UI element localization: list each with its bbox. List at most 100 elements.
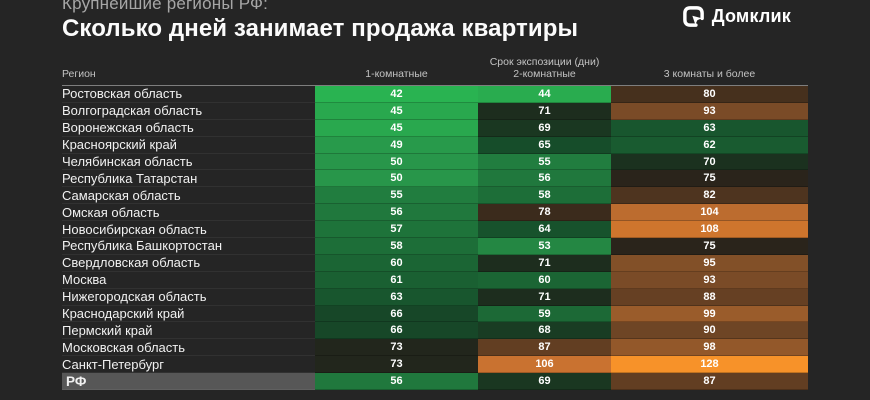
- cell-2room: 44: [478, 86, 611, 103]
- region-label: Красноярский край: [62, 137, 315, 154]
- col-3room-label: 3 комнаты и более: [663, 68, 756, 80]
- table-row: Республика Татарстан 50 56 75: [62, 170, 808, 188]
- table-row: Нижегородская область 63 71 88: [62, 288, 808, 306]
- cell-3room: 99: [611, 305, 808, 323]
- cell-3room: 63: [611, 119, 808, 137]
- region-label: Ростовская область: [62, 86, 315, 103]
- domclick-logo-text: Домклик: [711, 6, 791, 26]
- cell-1room: 42: [315, 86, 478, 103]
- cell-3room: 90: [611, 322, 808, 340]
- column-header-region: Регион: [62, 68, 315, 85]
- cell-2room: 69: [478, 119, 611, 137]
- region-label: Нижегородская область: [62, 289, 315, 306]
- cell-2room: 71: [478, 254, 611, 272]
- region-label: Москва: [62, 272, 315, 289]
- region-label: Пермский край: [62, 322, 315, 340]
- cell-3room: 75: [611, 238, 808, 255]
- cell-2room: 56: [478, 170, 611, 188]
- cell-1room: 61: [315, 271, 478, 289]
- table-row: Волгоградская область 45 71 93: [62, 102, 808, 120]
- cell-2room: 53: [478, 238, 611, 255]
- cell-2room: 68: [478, 322, 611, 340]
- cell-3room: 88: [611, 288, 808, 306]
- region-label: Республика Башкортостан: [62, 238, 315, 255]
- cell-1room: 57: [315, 221, 478, 239]
- region-label: Новосибирская область: [62, 221, 315, 239]
- cell-2room: 69: [478, 373, 611, 391]
- column-header-2room: Срок экспозиции (дни) 2-комнатные: [478, 56, 611, 85]
- col-2room-label: 2-комнатные: [513, 68, 576, 80]
- region-label: Московская область: [62, 339, 315, 357]
- cell-3room: 95: [611, 254, 808, 272]
- cell-1room: 45: [315, 102, 478, 120]
- cell-1room: 56: [315, 373, 478, 391]
- table-row: Санкт-Петербург 73 106 128: [62, 356, 808, 374]
- table-row: Ростовская область 42 44 80: [62, 86, 808, 103]
- cell-1room: 73: [315, 339, 478, 357]
- domclick-house-icon: [682, 5, 705, 28]
- cell-1room: 55: [315, 187, 478, 205]
- table-row: Новосибирская область 57 64 108: [62, 221, 808, 239]
- table-row: Свердловская область 60 71 95: [62, 254, 808, 272]
- cell-3room: 104: [611, 204, 808, 222]
- table-row: Челябинская область 50 55 70: [62, 153, 808, 171]
- cell-3room: 108: [611, 221, 808, 239]
- table-row: Пермский край 66 68 90: [62, 322, 808, 340]
- cell-2room: 87: [478, 339, 611, 357]
- table-row: Москва 61 60 93: [62, 271, 808, 289]
- cell-1room: 66: [315, 305, 478, 323]
- suptitle: Крупнейшие регионы РФ:: [62, 0, 269, 13]
- cell-2room: 55: [478, 153, 611, 171]
- cell-2room: 65: [478, 136, 611, 154]
- cell-3room: 75: [611, 170, 808, 188]
- cell-1room: 56: [315, 204, 478, 222]
- table-row: Омская область 56 78 104: [62, 204, 808, 222]
- cell-2room: 78: [478, 204, 611, 222]
- cell-3room: 128: [611, 356, 808, 374]
- cell-1room: 60: [315, 254, 478, 272]
- col-1room-label: 1-комнатные: [365, 68, 428, 80]
- table-row: Краснодарский край 66 59 99: [62, 305, 808, 323]
- region-label: Санкт-Петербург: [62, 356, 315, 374]
- table-row: Московская область 73 87 98: [62, 339, 808, 357]
- cell-1room: 63: [315, 288, 478, 306]
- cell-1room: 45: [315, 119, 478, 137]
- region-label: Воронежская область: [62, 120, 315, 137]
- domclick-logo: Домклик: [682, 5, 791, 28]
- exposure-units-label: Срок экспозиции (дни): [489, 56, 600, 68]
- cell-2room: 58: [478, 187, 611, 205]
- table-header: Регион 1-комнатные Срок экспозиции (дни)…: [62, 55, 808, 86]
- cell-2room: 64: [478, 221, 611, 239]
- cell-3room: 93: [611, 102, 808, 120]
- table-body: Ростовская область 42 44 80 Волгоградска…: [62, 86, 808, 391]
- table-row: РФ 56 69 87: [62, 373, 808, 391]
- cell-1room: 58: [315, 238, 478, 255]
- region-label: Волгоградская область: [62, 103, 315, 120]
- cell-2room: 71: [478, 102, 611, 120]
- region-label: Республика Татарстан: [62, 170, 315, 188]
- cell-2room: 59: [478, 305, 611, 323]
- cell-2room: 71: [478, 288, 611, 306]
- region-label: Самарская область: [62, 187, 315, 205]
- cell-1room: 50: [315, 153, 478, 171]
- cell-1room: 66: [315, 322, 478, 340]
- table-row: Воронежская область 45 69 63: [62, 119, 808, 137]
- cell-3room: 62: [611, 136, 808, 154]
- cell-1room: 73: [315, 356, 478, 374]
- cell-3room: 80: [611, 86, 808, 103]
- cell-2room: 106: [478, 356, 611, 374]
- page-title: Сколько дней занимает продажа квартиры: [62, 15, 579, 42]
- cell-3room: 93: [611, 271, 808, 289]
- cell-3room: 87: [611, 373, 808, 391]
- region-label: Краснодарский край: [62, 306, 315, 323]
- region-label: Челябинская область: [62, 154, 315, 171]
- cell-2room: 60: [478, 271, 611, 289]
- cell-1room: 49: [315, 136, 478, 154]
- table-row: Республика Башкортостан 58 53 75: [62, 238, 808, 255]
- column-header-3room: 3 комнаты и более: [611, 68, 808, 85]
- region-label: Омская область: [62, 204, 315, 222]
- cell-1room: 50: [315, 170, 478, 188]
- cell-3room: 82: [611, 187, 808, 205]
- table-row: Красноярский край 49 65 62: [62, 136, 808, 154]
